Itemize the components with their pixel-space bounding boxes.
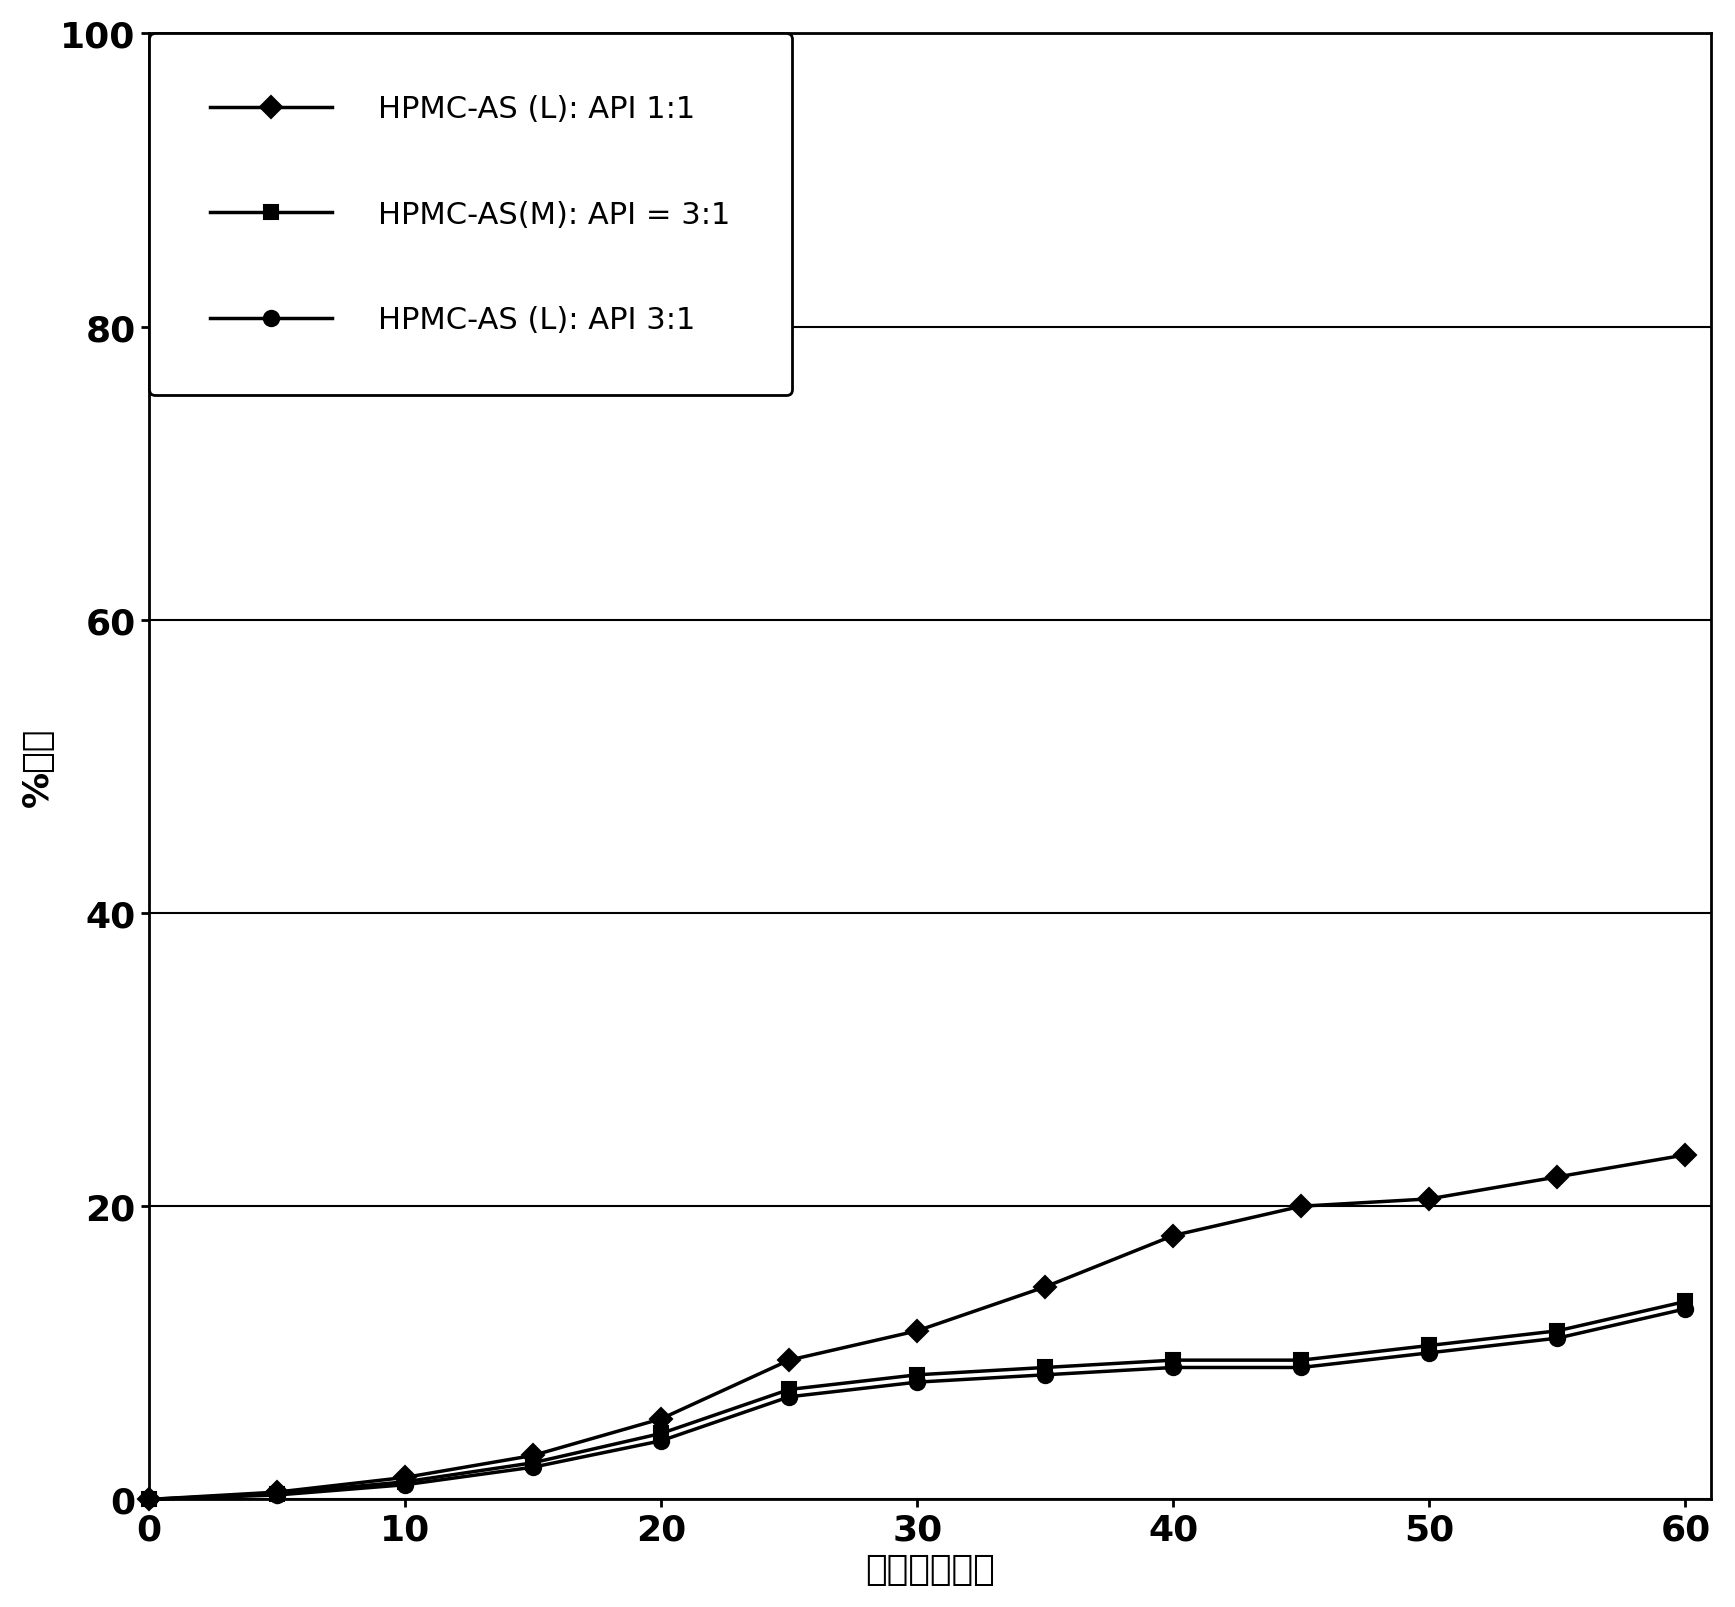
HPMC-AS(M): API = 3:1: (40, 9.5): API = 3:1: (40, 9.5) — [1162, 1350, 1183, 1369]
HPMC-AS (L): API 1:1: (55, 22): API 1:1: (55, 22) — [1548, 1168, 1568, 1188]
HPMC-AS (L): API 3:1: (35, 8.5): API 3:1: (35, 8.5) — [1034, 1366, 1055, 1385]
HPMC-AS (L): API 1:1: (35, 14.5): API 1:1: (35, 14.5) — [1034, 1278, 1055, 1297]
HPMC-AS (L): API 3:1: (5, 0.3): API 3:1: (5, 0.3) — [267, 1485, 288, 1504]
Line: HPMC-AS (L): API 1:1: HPMC-AS (L): API 1:1 — [141, 1147, 1693, 1507]
HPMC-AS(M): API = 3:1: (15, 2.5): API = 3:1: (15, 2.5) — [522, 1453, 543, 1472]
HPMC-AS (L): API 1:1: (5, 0.5): API 1:1: (5, 0.5) — [267, 1483, 288, 1503]
HPMC-AS (L): API 3:1: (60, 13): API 3:1: (60, 13) — [1674, 1300, 1695, 1319]
Legend: HPMC-AS (L): API 1:1, HPMC-AS(M): API = 3:1, HPMC-AS (L): API 3:1: HPMC-AS (L): API 1:1, HPMC-AS(M): API = … — [149, 34, 791, 395]
HPMC-AS (L): API 1:1: (15, 3): API 1:1: (15, 3) — [522, 1446, 543, 1466]
HPMC-AS (L): API 3:1: (30, 8): API 3:1: (30, 8) — [907, 1372, 928, 1392]
HPMC-AS(M): API = 3:1: (0, 0): API = 3:1: (0, 0) — [139, 1490, 160, 1509]
HPMC-AS (L): API 3:1: (40, 9): API 3:1: (40, 9) — [1162, 1358, 1183, 1377]
HPMC-AS (L): API 1:1: (0, 0): API 1:1: (0, 0) — [139, 1490, 160, 1509]
HPMC-AS (L): API 1:1: (10, 1.5): API 1:1: (10, 1.5) — [394, 1467, 415, 1486]
HPMC-AS (L): API 3:1: (15, 2.2): API 3:1: (15, 2.2) — [522, 1458, 543, 1477]
HPMC-AS (L): API 1:1: (20, 5.5): API 1:1: (20, 5.5) — [651, 1409, 671, 1429]
Line: HPMC-AS(M): API = 3:1: HPMC-AS(M): API = 3:1 — [142, 1295, 1692, 1506]
X-axis label: 时间（分钟）: 时间（分钟） — [866, 1552, 994, 1586]
HPMC-AS (L): API 1:1: (45, 20): API 1:1: (45, 20) — [1291, 1197, 1312, 1216]
HPMC-AS (L): API 1:1: (60, 23.5): API 1:1: (60, 23.5) — [1674, 1146, 1695, 1165]
HPMC-AS (L): API 1:1: (30, 11.5): API 1:1: (30, 11.5) — [907, 1321, 928, 1340]
HPMC-AS(M): API = 3:1: (20, 4.5): API = 3:1: (20, 4.5) — [651, 1424, 671, 1443]
HPMC-AS(M): API = 3:1: (25, 7.5): API = 3:1: (25, 7.5) — [779, 1380, 800, 1400]
HPMC-AS(M): API = 3:1: (10, 1.2): API = 3:1: (10, 1.2) — [394, 1472, 415, 1491]
HPMC-AS (L): API 3:1: (0, 0): API 3:1: (0, 0) — [139, 1490, 160, 1509]
HPMC-AS (L): API 1:1: (50, 20.5): API 1:1: (50, 20.5) — [1419, 1189, 1440, 1208]
HPMC-AS (L): API 3:1: (45, 9): API 3:1: (45, 9) — [1291, 1358, 1312, 1377]
Y-axis label: %回收: %回收 — [21, 728, 56, 807]
Line: HPMC-AS (L): API 3:1: HPMC-AS (L): API 3:1 — [141, 1302, 1693, 1507]
HPMC-AS(M): API = 3:1: (45, 9.5): API = 3:1: (45, 9.5) — [1291, 1350, 1312, 1369]
HPMC-AS(M): API = 3:1: (30, 8.5): API = 3:1: (30, 8.5) — [907, 1366, 928, 1385]
HPMC-AS (L): API 1:1: (40, 18): API 1:1: (40, 18) — [1162, 1226, 1183, 1245]
HPMC-AS(M): API = 3:1: (60, 13.5): API = 3:1: (60, 13.5) — [1674, 1292, 1695, 1311]
HPMC-AS(M): API = 3:1: (5, 0.4): API = 3:1: (5, 0.4) — [267, 1483, 288, 1503]
HPMC-AS(M): API = 3:1: (55, 11.5): API = 3:1: (55, 11.5) — [1548, 1321, 1568, 1340]
HPMC-AS (L): API 3:1: (50, 10): API 3:1: (50, 10) — [1419, 1343, 1440, 1363]
HPMC-AS (L): API 3:1: (25, 7): API 3:1: (25, 7) — [779, 1387, 800, 1406]
HPMC-AS (L): API 3:1: (55, 11): API 3:1: (55, 11) — [1548, 1329, 1568, 1348]
HPMC-AS (L): API 3:1: (10, 1): API 3:1: (10, 1) — [394, 1475, 415, 1495]
HPMC-AS (L): API 1:1: (25, 9.5): API 1:1: (25, 9.5) — [779, 1350, 800, 1369]
HPMC-AS(M): API = 3:1: (50, 10.5): API = 3:1: (50, 10.5) — [1419, 1335, 1440, 1355]
HPMC-AS (L): API 3:1: (20, 4): API 3:1: (20, 4) — [651, 1432, 671, 1451]
HPMC-AS(M): API = 3:1: (35, 9): API = 3:1: (35, 9) — [1034, 1358, 1055, 1377]
